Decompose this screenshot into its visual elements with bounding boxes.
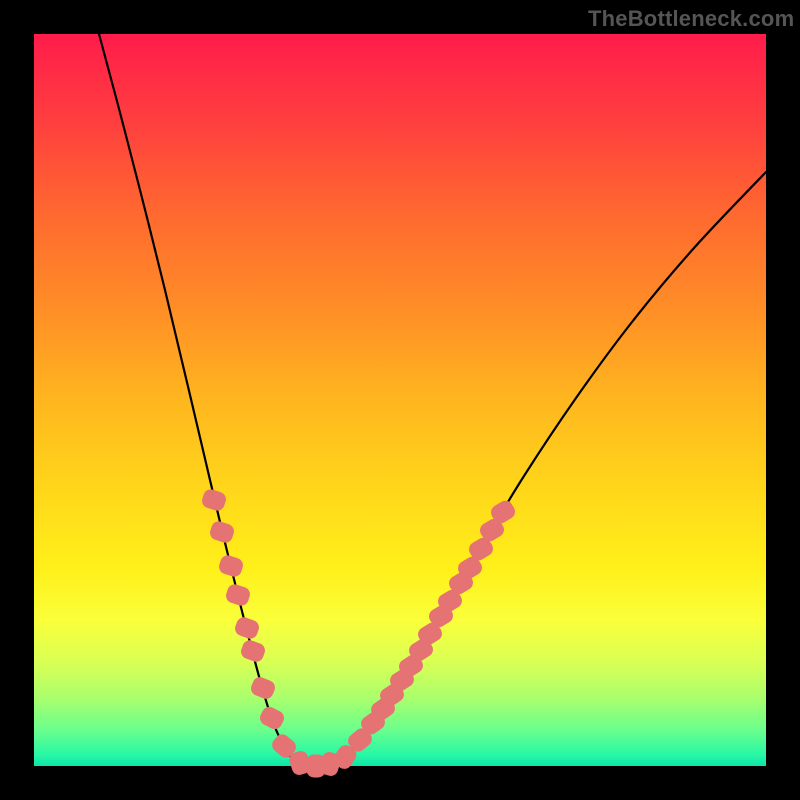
marker-left: [234, 616, 261, 640]
curve-left-branch: [99, 34, 308, 766]
chart-stage: TheBottleneck.com: [0, 0, 800, 800]
marker-left: [218, 554, 244, 578]
curve-layer: [0, 0, 800, 800]
curve-right-branch: [308, 172, 766, 766]
marker-left: [225, 583, 251, 607]
marker-left: [258, 705, 286, 731]
marker-left: [249, 676, 276, 701]
marker-left: [209, 520, 235, 544]
marker-left: [240, 639, 267, 663]
marker-left: [201, 488, 227, 512]
